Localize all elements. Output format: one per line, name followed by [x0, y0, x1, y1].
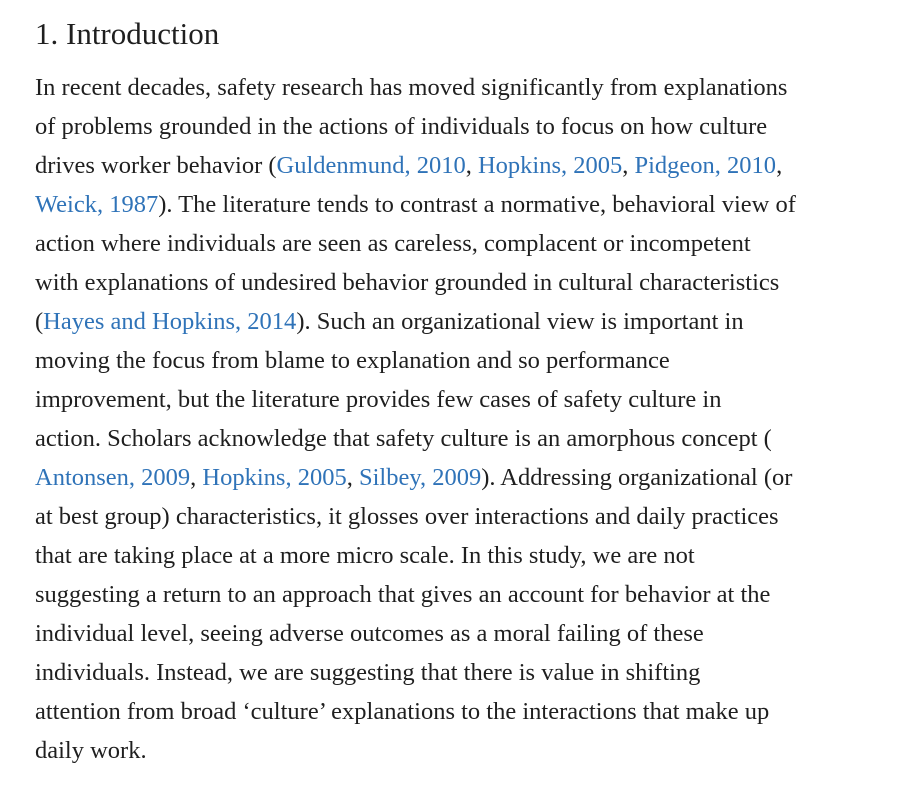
section-title: 1. Introduction — [35, 16, 220, 51]
text-line: In recent decades, safety research has m… — [35, 68, 796, 107]
body-text: of problems grounded in the actions of i… — [35, 113, 768, 140]
body-text: action. Scholars acknowledge that safety… — [35, 425, 772, 452]
text-line: improvement, but the literature provides… — [35, 380, 796, 419]
citation-link[interactable]: Weick, 1987 — [35, 191, 159, 218]
body-text: individual level, seeing adverse outcome… — [35, 620, 704, 647]
text-line: suggesting a return to an approach that … — [35, 575, 796, 614]
text-line: that are taking place at a more micro sc… — [35, 536, 796, 575]
citation-link[interactable]: Pidgeon, 2010 — [634, 152, 777, 179]
text-line: individual level, seeing adverse outcome… — [35, 614, 796, 653]
body-text: ( — [35, 308, 44, 335]
text-line: drives worker behavior (Guldenmund, 2010… — [35, 146, 796, 185]
text-line: with explanations of undesired behavior … — [35, 263, 796, 302]
text-line: of problems grounded in the actions of i… — [35, 107, 796, 146]
body-text: that are taking place at a more micro sc… — [35, 542, 695, 569]
text-line: daily work. — [35, 731, 796, 770]
body-text: ). Such an organizational view is import… — [296, 308, 744, 335]
text-line: action. Scholars acknowledge that safety… — [35, 419, 796, 458]
citation-link[interactable]: Guldenmund, 2010 — [276, 152, 466, 179]
body-text: individuals. Instead, we are suggesting … — [35, 659, 701, 686]
body-text: drives worker behavior ( — [35, 152, 277, 179]
body-text: with explanations of undesired behavior … — [35, 269, 780, 296]
body-text: moving the focus from blame to explanati… — [35, 347, 670, 374]
body-text: , — [346, 464, 359, 491]
body-text: , — [622, 152, 635, 179]
text-line: attention from broad ‘culture’ explanati… — [35, 692, 796, 731]
body-text: daily work. — [35, 737, 147, 764]
body-text: at best group) characteristics, it gloss… — [35, 503, 779, 530]
body-text: suggesting a return to an approach that … — [35, 581, 771, 608]
text-line: (Hayes and Hopkins, 2014). Such an organ… — [35, 302, 796, 341]
citation-link[interactable]: Antonsen, 2009 — [35, 464, 191, 491]
citation-link[interactable]: Hopkins, 2005 — [202, 464, 347, 491]
body-text: attention from broad ‘culture’ explanati… — [35, 698, 770, 725]
body-text: , — [465, 152, 478, 179]
body-text: In recent decades, safety research has m… — [35, 74, 788, 101]
text-line: at best group) characteristics, it gloss… — [35, 497, 796, 536]
body-text: ). The literature tends to contrast a no… — [158, 191, 796, 218]
body-text: improvement, but the literature provides… — [35, 386, 722, 413]
citation-link[interactable]: Hopkins, 2005 — [477, 152, 623, 179]
body-text: ). Addressing organizational (or — [481, 464, 793, 491]
citation-link[interactable]: Silbey, 2009 — [358, 464, 482, 491]
text-line: Antonsen, 2009, Hopkins, 2005, Silbey, 2… — [35, 458, 796, 497]
body-text: , — [776, 152, 783, 179]
text-line: action where individuals are seen as car… — [35, 224, 796, 263]
body-text: action where individuals are seen as car… — [35, 230, 751, 257]
introduction-paragraph: In recent decades, safety research has m… — [35, 68, 796, 770]
text-line: Weick, 1987). The literature tends to co… — [35, 185, 796, 224]
citation-link[interactable]: Hayes and Hopkins, 2014 — [43, 308, 297, 335]
text-line: moving the focus from blame to explanati… — [35, 341, 796, 380]
text-line: individuals. Instead, we are suggesting … — [35, 653, 796, 692]
body-text: , — [190, 464, 203, 491]
